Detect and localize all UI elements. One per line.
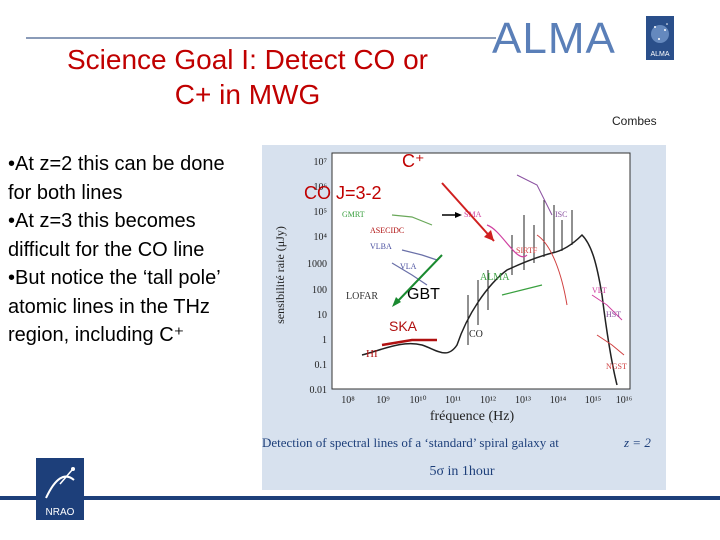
vlba-curve xyxy=(401,249,438,261)
x-tick-label: 10¹¹ xyxy=(445,395,461,406)
instrument-label: VLBA xyxy=(370,242,392,251)
alma-logo: ALMA xyxy=(492,14,616,63)
bullet-item: •But notice the ‘tall pole’ atomic lines… xyxy=(8,267,220,346)
instrument-label: SIRTF xyxy=(516,246,538,255)
bullet-list: •At z=2 this can be done for both lines … xyxy=(8,150,238,350)
galaxy-spectrum xyxy=(361,233,618,386)
gbt-annotation: GBT xyxy=(407,286,440,303)
x-tick-label: 10⁹ xyxy=(376,395,390,406)
instrument-label: SMA xyxy=(464,210,482,219)
alma-badge-label: ALMA xyxy=(650,51,669,58)
x-tick-label: 10¹⁴ xyxy=(550,395,567,406)
instrument-label: ALMA xyxy=(480,272,510,283)
instrument-label: ISC xyxy=(555,210,567,219)
y-tick-label: 0.01 xyxy=(310,385,328,396)
author-credit: Combes xyxy=(612,114,657,128)
vlt-curve xyxy=(591,294,623,321)
nrao-label: NRAO xyxy=(46,507,75,518)
slide-title: Science Goal I: Detect CO or C+ in MWG xyxy=(20,42,475,112)
instrument-label: VLT xyxy=(592,286,607,295)
y-tick-label: 1000 xyxy=(307,259,327,270)
y-tick-label: 10⁶ xyxy=(314,182,328,193)
title-divider xyxy=(26,37,496,39)
footer-divider xyxy=(0,496,720,500)
gmrt-curve xyxy=(391,214,433,226)
isc-curve xyxy=(516,174,553,216)
x-tick-label: 10¹² xyxy=(480,395,496,406)
x-tick-label: 10⁸ xyxy=(341,395,355,406)
x-tick-label: 10¹³ xyxy=(515,395,531,406)
x-tick-label: 10¹⁵ xyxy=(585,395,601,406)
figure-caption-z: z = 2 xyxy=(623,435,651,450)
ska-curve xyxy=(381,338,437,347)
y-tick-label: 10⁴ xyxy=(314,232,328,243)
cplus-annotation: C⁺ xyxy=(402,151,425,171)
instrument-label: GMRT xyxy=(342,210,365,219)
y-tick-label: 100 xyxy=(312,285,327,296)
instrument-label: NGST xyxy=(606,362,627,371)
instrument-label: SKA xyxy=(389,318,418,334)
sirtf-curve xyxy=(536,234,568,306)
y-tick-label: 0.1 xyxy=(315,360,328,371)
instrument-label: VLA xyxy=(400,262,417,271)
figure-caption-line-1: Detection of spectral lines of a ‘standa… xyxy=(262,435,559,450)
y-axis-label: sensibilité raie (μJy) xyxy=(273,226,287,324)
sensitivity-figure: 10⁷ 10⁶ 10⁵ 10⁴ 1000 100 10 1 0.1 0.01 1… xyxy=(262,145,666,490)
cplus-arrow xyxy=(441,182,495,242)
x-axis-label: fréquence (Hz) xyxy=(430,409,515,424)
instrument-label: HST xyxy=(606,310,621,319)
y-tick-label: 10⁷ xyxy=(314,157,328,168)
x-tick-label: 10¹⁰ xyxy=(409,395,426,406)
figure-caption-line-2: 5σ in 1hour xyxy=(429,464,494,479)
bullet-item: •At z=3 this becomes difficult for the C… xyxy=(8,210,205,261)
alma-badge-icon: ALMA xyxy=(646,16,674,60)
alma-curve xyxy=(501,284,543,296)
sma-curve xyxy=(486,224,528,258)
bullet-item: •At z=2 this can be done for both lines xyxy=(8,153,225,204)
vla-curve xyxy=(391,262,428,286)
instrument-label: LOFAR xyxy=(346,291,378,302)
instrument-label: ASECIDC xyxy=(370,226,404,235)
y-tick-label: 1 xyxy=(322,335,327,346)
nrao-logo: NRAO xyxy=(36,458,84,520)
x-tick-label: 10¹⁶ xyxy=(616,395,633,406)
y-tick-label: 10⁵ xyxy=(314,207,328,218)
gbt-arrow xyxy=(395,254,443,304)
co-annotation: CO J=3-2 xyxy=(304,183,382,203)
y-tick-label: 10 xyxy=(317,310,327,321)
ngst-curve xyxy=(596,334,625,356)
instrument-label: CO xyxy=(469,329,483,340)
instrument-label: HI xyxy=(366,348,378,360)
title-line-1: Science Goal I: Detect CO or xyxy=(66,44,429,75)
title-line-2: C+ in MWG xyxy=(174,79,321,110)
